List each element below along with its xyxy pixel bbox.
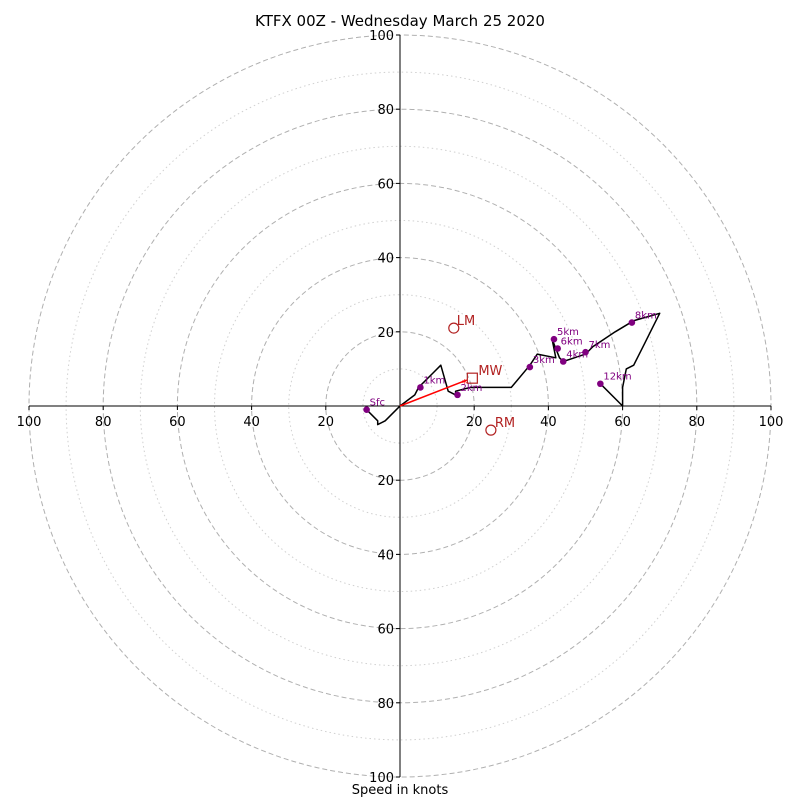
y-tick-label: 100 bbox=[369, 29, 394, 44]
x-axis-label: Speed in knots bbox=[351, 783, 449, 798]
y-tick-label: 20 bbox=[377, 474, 394, 489]
height-marker-dot bbox=[454, 391, 461, 399]
x-tick-label: 100 bbox=[17, 415, 42, 430]
shear-vector-line bbox=[399, 379, 468, 407]
x-tick-label: 20 bbox=[318, 415, 335, 430]
x-tick-label: 20 bbox=[466, 415, 483, 430]
mean-wind-marker bbox=[466, 372, 478, 384]
height-marker-dot bbox=[554, 345, 561, 352]
height-marker-dot bbox=[559, 358, 567, 365]
storm-motion-layer: * LM MW RM bbox=[399, 314, 515, 436]
right-mover-marker bbox=[485, 424, 497, 436]
y-tick-label: 80 bbox=[377, 697, 394, 712]
x-tick-label: 40 bbox=[540, 415, 557, 430]
y-tick-label: 100 bbox=[369, 771, 394, 786]
height-marker-dot bbox=[363, 406, 370, 414]
mean-wind-label: MW bbox=[478, 364, 502, 379]
x-tick-label: 80 bbox=[689, 415, 706, 430]
x-tick-label: 80 bbox=[95, 415, 112, 430]
x-tick-label: 60 bbox=[169, 415, 186, 430]
y-tick-label: 60 bbox=[377, 177, 394, 192]
height-marker-label: 8km bbox=[635, 311, 657, 322]
height-marker-dot bbox=[417, 384, 424, 391]
shear-vector-end-marker: * bbox=[462, 377, 468, 390]
hodograph-line bbox=[366, 312, 661, 426]
height-marker-label: 7km bbox=[589, 340, 611, 351]
y-tick-label: 40 bbox=[377, 252, 394, 267]
height-marker-label: 4km bbox=[566, 349, 588, 360]
y-tick-label: 60 bbox=[377, 623, 394, 638]
hodograph-layer bbox=[366, 312, 661, 426]
chart-title: KTFX 00Z - Wednesday March 25 2020 bbox=[255, 12, 545, 30]
left-mover-label: LM bbox=[457, 314, 475, 329]
height-marker-label: 1km bbox=[423, 375, 445, 386]
height-marker-label: 12km bbox=[603, 372, 631, 383]
x-tick-label: 100 bbox=[759, 415, 784, 430]
height-marker-label: 6km bbox=[561, 336, 583, 347]
height-marker-label: 3km bbox=[533, 355, 555, 366]
x-tick-label: 40 bbox=[243, 415, 260, 430]
tick-labels: 20 20 20 20 40 40 40 40 60 60 60 60 80 80 80 80 100 100 10… bbox=[17, 29, 784, 786]
height-marker-dot bbox=[526, 363, 534, 371]
right-mover-label: RM bbox=[495, 416, 515, 431]
y-tick-label: 20 bbox=[377, 326, 394, 341]
y-tick-label: 80 bbox=[377, 103, 394, 118]
height-marker-dot bbox=[550, 335, 558, 343]
height-marker-label: Sfc bbox=[370, 398, 385, 409]
y-tick-label: 40 bbox=[377, 548, 394, 563]
height-marker-dot bbox=[628, 319, 636, 326]
height-marker-label: 2km bbox=[461, 383, 483, 394]
x-tick-label: 60 bbox=[614, 415, 631, 430]
left-mover-marker bbox=[448, 322, 460, 334]
height-marker-dot bbox=[582, 348, 589, 356]
height-marker-label: 5km bbox=[557, 327, 579, 338]
height-marker-dot bbox=[597, 380, 604, 388]
